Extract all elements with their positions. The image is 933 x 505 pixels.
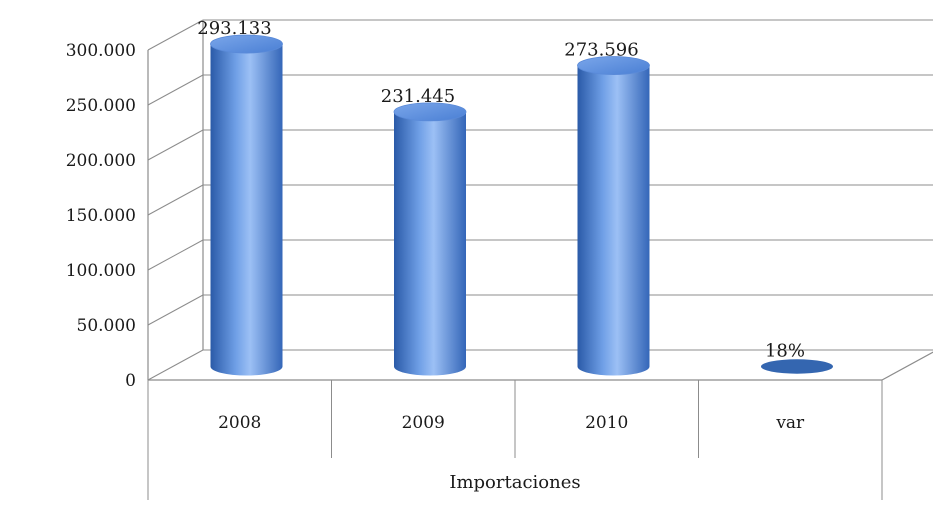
gridline-side [147,129,204,161]
y-tick-label: 100.000 [66,261,136,281]
bars [210,34,833,376]
x-tick-label: var [775,413,805,433]
x-tick-label: 2008 [218,413,261,433]
gridline-side [147,294,204,326]
bar [577,65,650,376]
bar-top [210,34,283,54]
y-tick-label: 150.000 [66,206,136,226]
labels: 0 50.000 100.000 150.000 200.000 250.000 300.0… [66,18,805,493]
data-label: 18% [765,341,805,362]
gridline-side [147,74,204,106]
y-tick-label: 250.000 [66,96,136,116]
bar-top [577,56,650,75]
data-label: 273.596 [564,40,638,61]
gridline-side [147,349,204,381]
category-group-label: Importaciones [449,472,580,493]
data-label: 231.445 [381,86,455,107]
y-tick-label: 200.000 [66,151,136,171]
y-tick-label: 50.000 [77,316,136,336]
bar [394,111,466,376]
y-tick-label: 0 [125,371,136,391]
bar [210,44,283,376]
gridlines [147,19,933,381]
bar-top [393,102,467,122]
x-tick-label: 2009 [402,413,445,433]
y-tick-label: 300.000 [66,41,136,61]
bar [761,359,833,374]
axes [147,20,933,500]
floor-right-edge [881,351,933,381]
gridline-side [147,239,204,271]
gridline-side [147,19,204,51]
x-tick-label: 2010 [585,413,628,433]
gridline-side [147,184,204,216]
data-label: 293.133 [197,18,271,39]
